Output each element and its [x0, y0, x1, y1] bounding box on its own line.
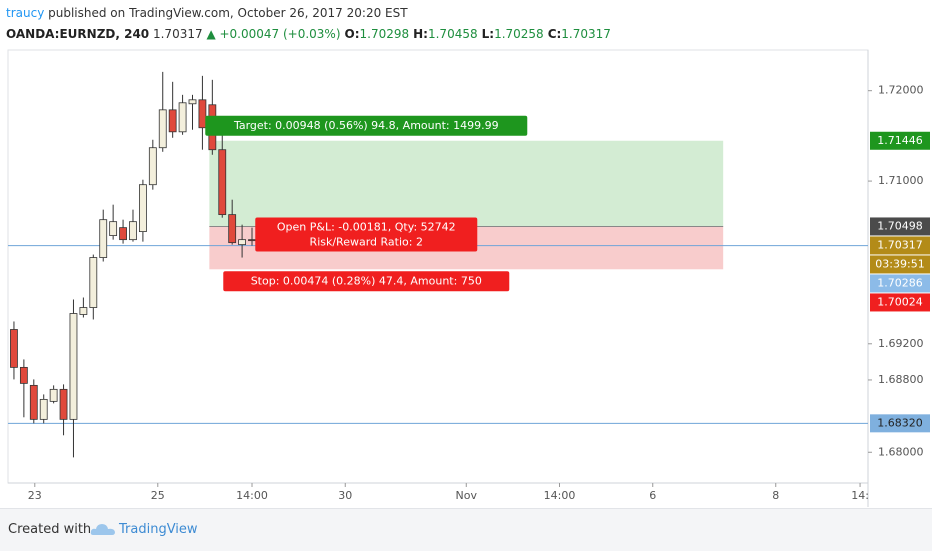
candle-body — [158, 109, 167, 149]
l-value: 1.70258 — [494, 27, 544, 41]
stop-label: Stop: 0.00474 (0.28%) 47.4, Amount: 750 — [251, 274, 482, 287]
x-tick-label: 14:00 — [544, 489, 576, 502]
hline-badge-box — [870, 274, 930, 293]
hline-badge-box — [870, 414, 930, 433]
candle-body — [188, 99, 197, 105]
countdown-badge: 03:39:51 — [875, 257, 924, 270]
candle-body — [19, 366, 28, 384]
logo — [90, 524, 115, 535]
publish-line: traucy published on TradingView.com, Oct… — [6, 6, 408, 20]
y-tick-label: 1.71000 — [878, 174, 924, 187]
candle-body — [238, 239, 246, 246]
candle-body — [139, 184, 147, 233]
entry-badge: 1.70498 — [877, 219, 923, 232]
last-price-badge: 1.70317 — [877, 238, 923, 251]
h-label: H: — [413, 27, 428, 41]
x-tick-label: 25 — [151, 489, 165, 502]
author[interactable]: traucy — [6, 6, 45, 20]
y-tick-label: 1.68000 — [878, 445, 924, 458]
hline-badge: 1.68320 — [877, 416, 923, 429]
stop-label-box — [223, 271, 510, 292]
x-tick-label: 23 — [28, 489, 42, 502]
target-badge-box — [870, 131, 930, 150]
candle-body — [218, 149, 227, 216]
l-label: L: — [481, 27, 495, 41]
y-tick-label: 1.69200 — [878, 337, 924, 350]
stop-badge-box — [870, 293, 930, 312]
candle-body — [49, 388, 58, 402]
x-tick-label: 6 — [649, 489, 656, 502]
candle-body — [168, 109, 177, 133]
candle-body — [248, 239, 256, 242]
candle-body — [228, 214, 237, 244]
last-price: 1.70317 — [152, 27, 203, 41]
candle-body — [119, 227, 127, 241]
entry-badge-box — [870, 217, 930, 236]
o-label: O: — [344, 27, 360, 41]
ratio-label: Risk/Reward Ratio: 2 — [310, 235, 423, 248]
target-label: Target: 0.00948 (0.56%) 94.8, Amount: 14… — [233, 119, 499, 132]
c-label: C: — [547, 27, 562, 41]
candle-body — [109, 221, 118, 236]
stop-badge: 1.70024 — [877, 295, 923, 308]
candle-body — [69, 313, 78, 420]
footer: Created with TradingView — [0, 508, 932, 551]
pnl-label-box — [255, 217, 478, 252]
chart: 1.72000 1.71000 1.69200 1.68800 1.68000 23 25 1… — [7, 49, 930, 507]
y-tick-label: 1.72000 — [878, 84, 924, 97]
o-value: 1.70298 — [359, 27, 410, 41]
tradingview[interactable]: TradingView — [119, 522, 198, 537]
y-tick-label: 1.68800 — [878, 373, 924, 386]
x-tick-label: 30 — [338, 489, 352, 502]
created-with: Created with — [8, 522, 92, 537]
candle-body — [79, 307, 88, 315]
pnl-label: Open P&L: -0.00181, Qty: 52742 — [277, 220, 456, 233]
symbol-line: OANDA:EURNZD, 240 1.70317 ▲ +0.00047 (+0… — [6, 27, 611, 41]
change: ▲ +0.00047 (+0.03%) — [206, 27, 341, 41]
x-tick-label: 14: — [851, 489, 869, 502]
countdown-badge-box — [870, 255, 930, 274]
candle-body — [178, 102, 187, 133]
candle-body — [198, 99, 207, 129]
candle-body — [148, 147, 157, 186]
x-tick-label: 8 — [772, 489, 779, 502]
c-value: 1.70317 — [561, 27, 611, 41]
candle-body — [29, 384, 38, 420]
candle-body — [59, 388, 68, 420]
hline-badge: 1.70286 — [877, 276, 923, 289]
published: published on TradingView.com, October 26… — [48, 6, 408, 20]
candle-body — [129, 221, 137, 241]
x-tick-label: 14:00 — [236, 489, 268, 502]
last-price-badge-box — [870, 236, 930, 255]
h-value: 1.70458 — [427, 27, 478, 41]
target-badge: 1.71446 — [877, 134, 923, 147]
candle-body — [99, 219, 108, 258]
symbol: OANDA:EURNZD, 240 — [6, 27, 150, 41]
candle-body — [39, 398, 48, 420]
profit-zone — [209, 140, 724, 227]
candle-body — [89, 257, 98, 308]
target-label-box — [205, 115, 528, 136]
candle-body — [10, 329, 18, 368]
x-tick-label: Nov — [456, 489, 478, 502]
